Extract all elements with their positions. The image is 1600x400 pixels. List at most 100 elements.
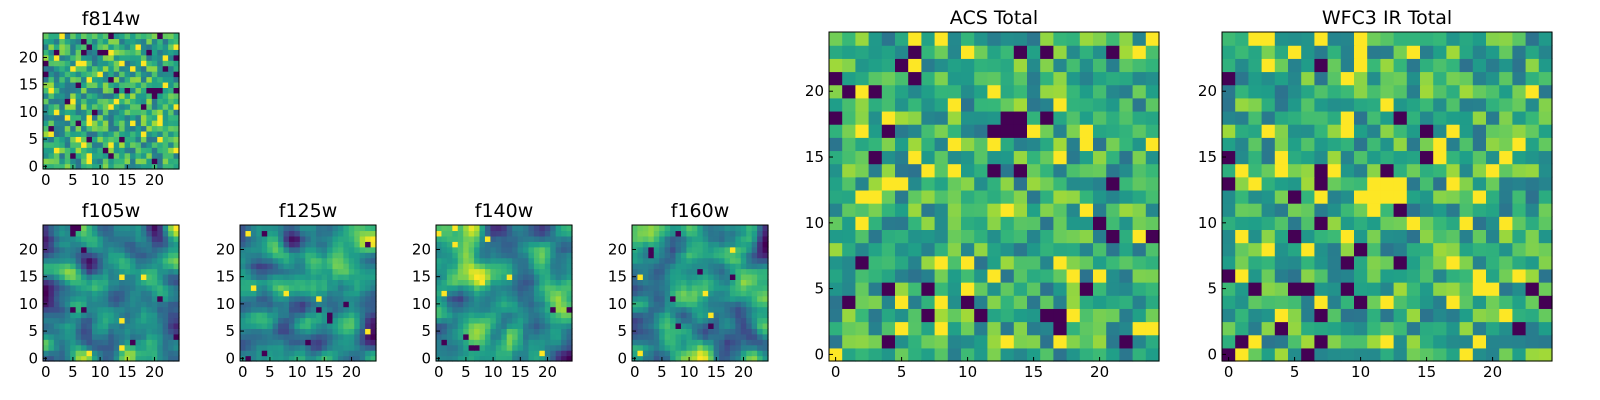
heatmap-cell [91, 252, 98, 259]
heatmap-cell [310, 295, 317, 302]
heatmap-cell [895, 45, 909, 59]
heatmap-cell [288, 312, 295, 319]
heatmap-cell [1261, 137, 1276, 152]
heatmap-cell [501, 235, 508, 242]
heatmap-cell [751, 306, 758, 313]
heatmap-cell [1145, 71, 1160, 86]
heatmap-cell [1066, 176, 1081, 191]
x-tick-label: 15 [1417, 363, 1436, 381]
heatmap-cell [81, 49, 88, 56]
heatmap-cell [517, 235, 524, 242]
heatmap-cell [1132, 282, 1147, 296]
x-tick-label: 20 [145, 171, 164, 189]
heatmap-cell [452, 290, 459, 297]
heatmap-cell [1132, 110, 1147, 125]
heatmap-cell [686, 339, 693, 346]
heatmap-cell [1235, 58, 1249, 73]
heatmap-cell [327, 241, 334, 248]
heatmap-cell [1367, 295, 1381, 309]
heatmap-cell [961, 229, 975, 244]
heatmap-cell [1222, 45, 1236, 59]
heatmap-cell [70, 306, 77, 313]
heatmap-cell [566, 252, 573, 259]
heatmap-cell [1354, 97, 1368, 112]
heatmap-cell [146, 339, 153, 346]
heatmap-cell [140, 125, 147, 132]
heatmap-cell [91, 158, 98, 165]
heatmap-cell [43, 257, 50, 264]
heatmap-cell [1261, 255, 1276, 270]
heatmap-cell [490, 295, 497, 302]
heatmap-cell [708, 295, 715, 302]
heatmap-cell [1066, 137, 1081, 152]
heatmap-cell [1433, 150, 1447, 165]
heatmap-cell [680, 241, 687, 248]
heatmap-cell [1119, 242, 1134, 257]
heatmap-cell [332, 284, 339, 291]
heatmap-cells [1222, 32, 1553, 362]
heatmap-cell [86, 350, 93, 357]
heatmap-cell [157, 279, 164, 286]
heatmap-cell [1106, 295, 1120, 309]
heatmap-cell [555, 225, 562, 232]
heatmap-cell [1066, 255, 1081, 270]
heatmap-cell [146, 141, 153, 148]
heatmap-cell [1093, 150, 1107, 165]
heatmap-cell [162, 141, 169, 148]
heatmap-cell [75, 317, 82, 324]
heatmap-cell [713, 230, 720, 237]
heatmap-cell [108, 317, 115, 324]
heatmap-cell [119, 241, 126, 248]
heatmap-cell [484, 230, 491, 237]
heatmap-cell [648, 241, 655, 248]
heatmap-cell [512, 290, 519, 297]
heatmap-cell [495, 263, 502, 270]
heatmap-cell [961, 84, 975, 99]
heatmap-cell [102, 246, 109, 253]
heatmap-cell [908, 203, 922, 217]
heatmap-cell [173, 328, 180, 335]
heatmap-cell [1512, 124, 1527, 138]
heatmap-cell [533, 355, 540, 362]
heatmap-cell [506, 263, 513, 270]
heatmap-cell [495, 355, 502, 362]
heatmap-cell [135, 54, 142, 61]
heatmap-cell [1000, 71, 1015, 86]
heatmap-cell [102, 49, 109, 56]
heatmap-cell [283, 312, 290, 319]
heatmap-cell [702, 230, 709, 237]
heatmap-cell [539, 322, 546, 329]
heatmap-cell [162, 49, 169, 56]
heatmap-cell [648, 246, 655, 253]
heatmap-cell [162, 241, 169, 248]
heatmap-cell [724, 235, 731, 242]
x-tick-label: 0 [630, 363, 640, 381]
heatmap-cell [1380, 71, 1395, 86]
heatmap-cell [70, 268, 77, 275]
heatmap-cell [283, 230, 290, 237]
heatmap-cell [1525, 45, 1540, 59]
heatmap-cell [81, 284, 88, 291]
heatmap-cell [757, 263, 764, 270]
heatmap-cell [135, 246, 142, 253]
heatmap-cell [441, 355, 448, 362]
heatmap-cell [1053, 216, 1068, 230]
heatmap-cell [686, 350, 693, 357]
y-tick-label: 15 [412, 268, 431, 286]
heatmap-cell [1222, 229, 1236, 244]
heatmap-cell [359, 268, 366, 275]
heatmap-cell [1538, 150, 1553, 165]
heatmap-cell [256, 290, 263, 297]
heatmap-cell [365, 284, 372, 291]
heatmap-cell [64, 263, 71, 270]
heatmap-cell [81, 87, 88, 94]
heatmap-cell [675, 322, 682, 329]
heatmap-cell [162, 235, 169, 242]
heatmap-cell [151, 235, 158, 242]
heatmap-cell [135, 43, 142, 50]
heatmap-cell [245, 225, 252, 232]
heatmap-cell [1459, 97, 1474, 112]
heatmap-cell [1027, 45, 1041, 59]
heatmap-cell [1235, 347, 1249, 362]
heatmap-cell [140, 87, 147, 94]
